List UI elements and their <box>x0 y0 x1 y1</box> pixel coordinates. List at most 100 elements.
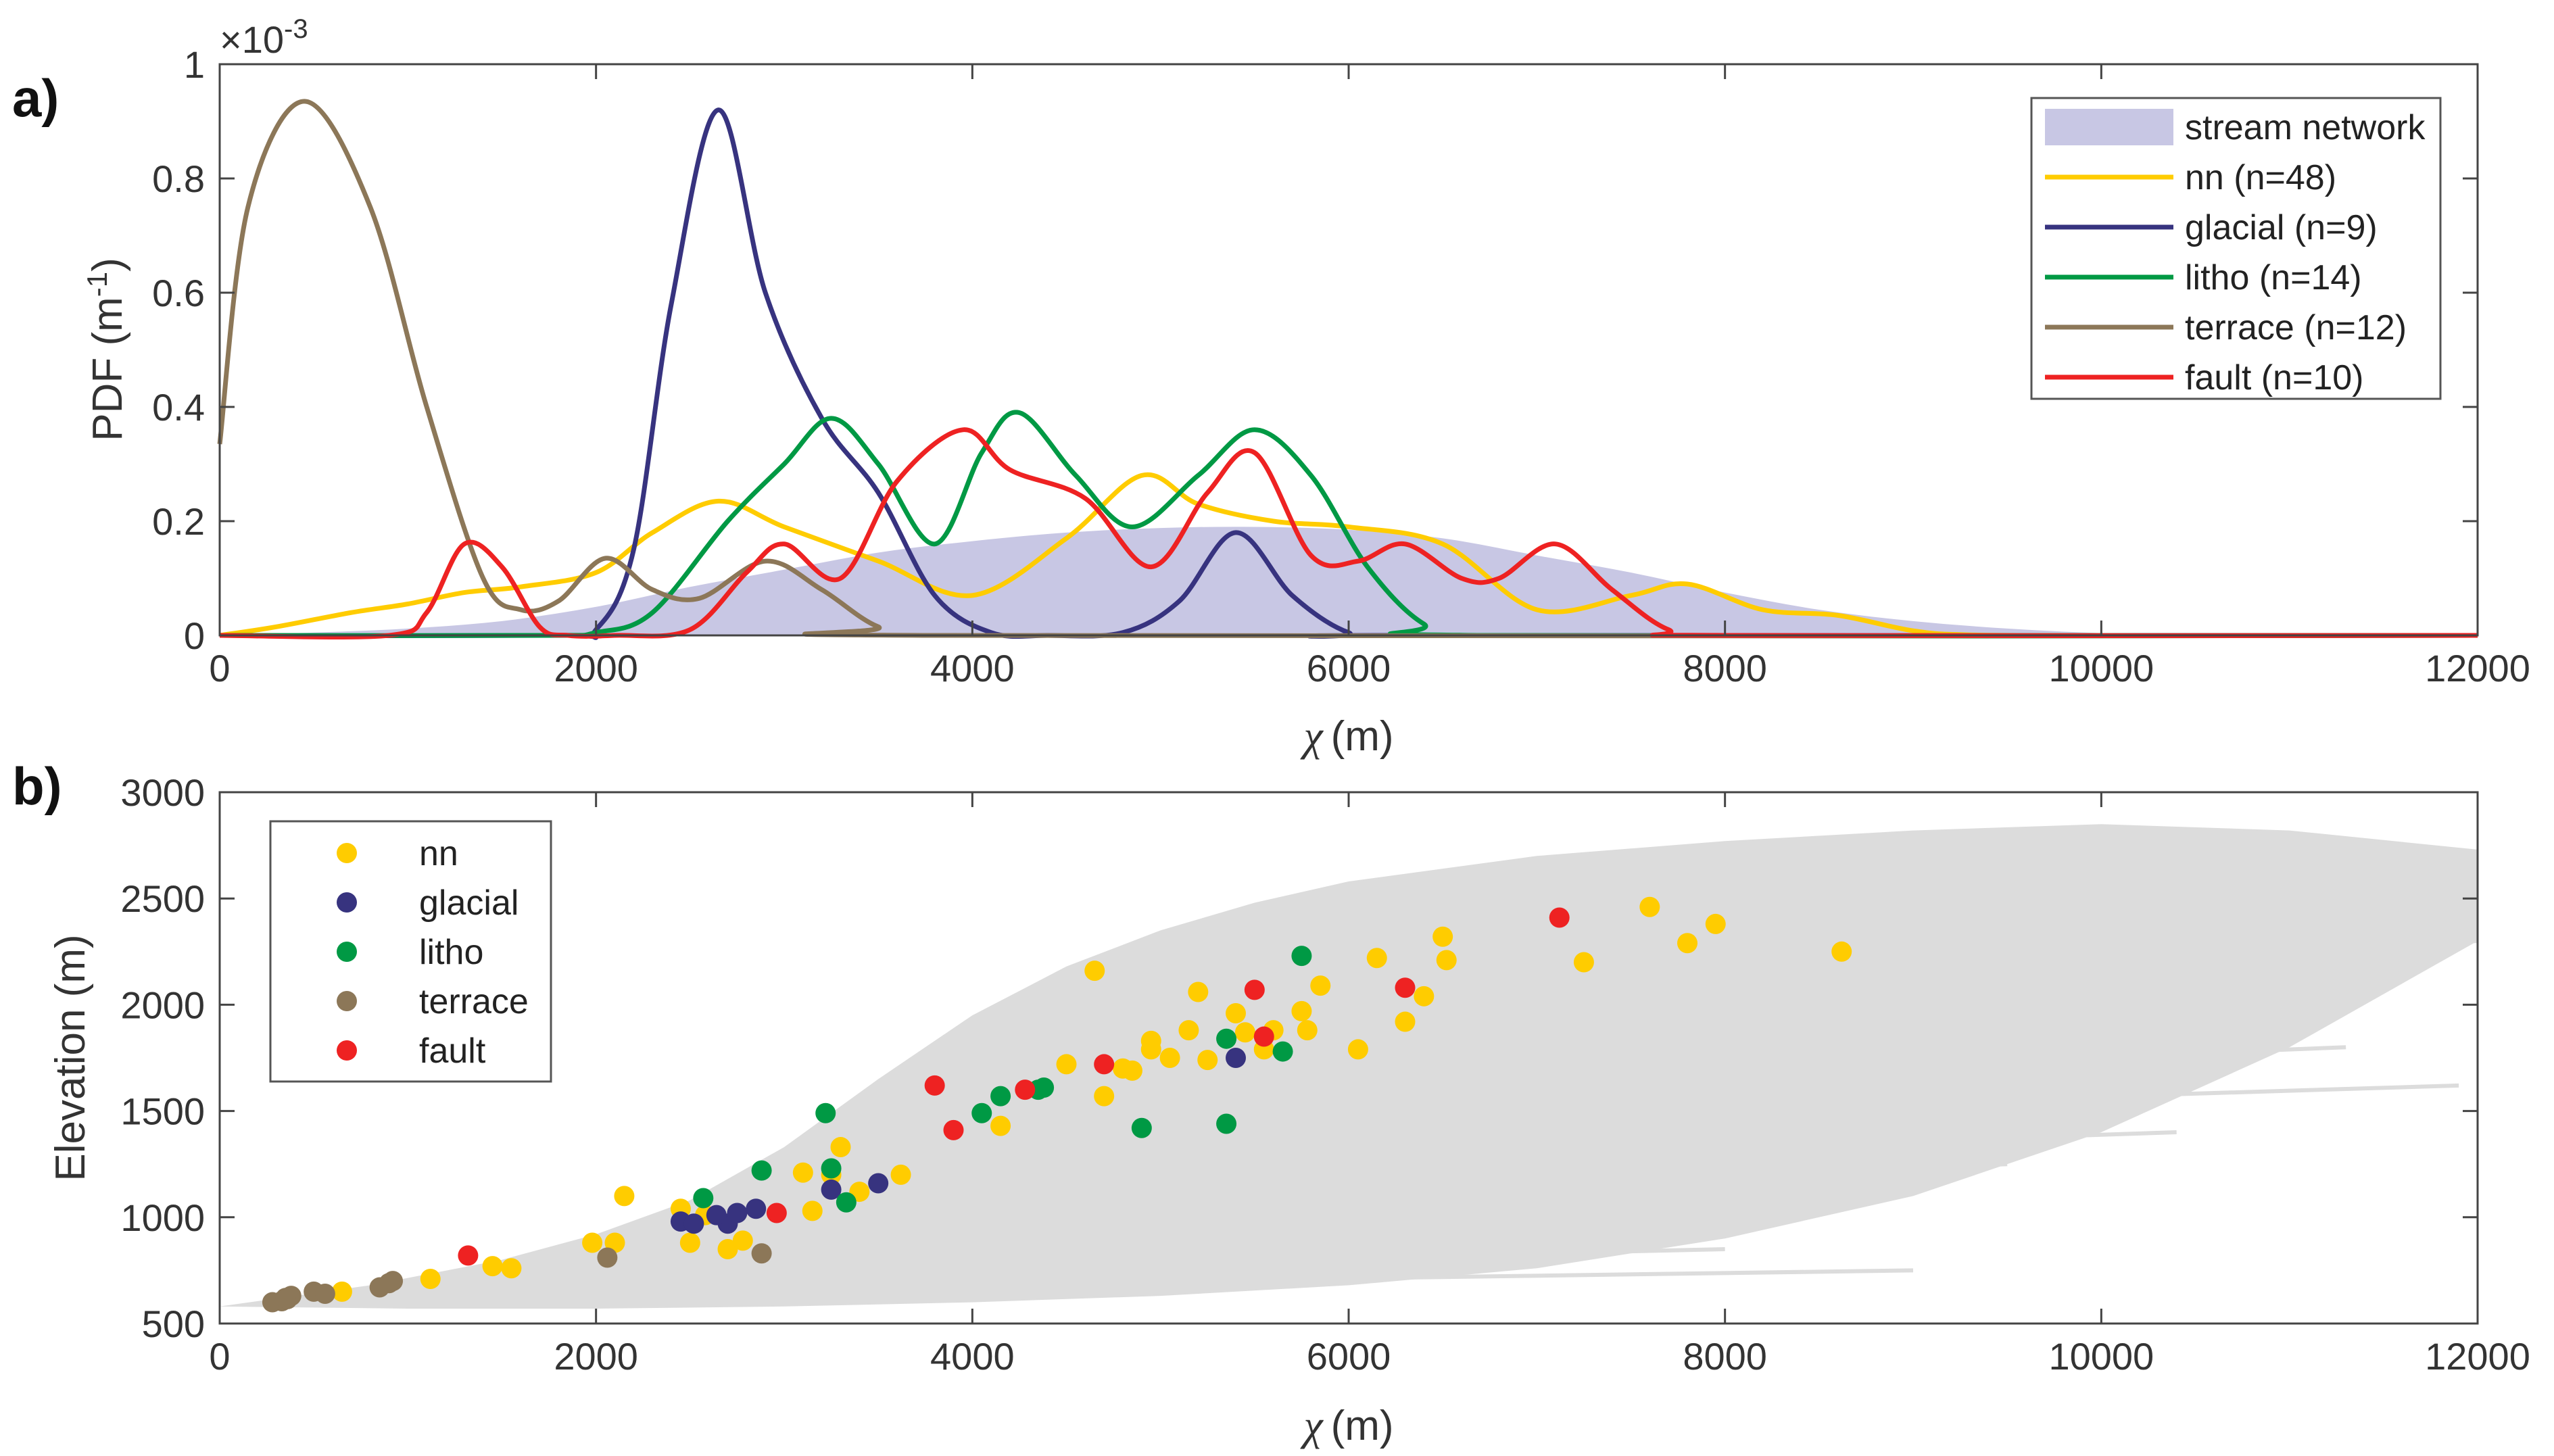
y-tick-label: 3000 <box>120 771 205 814</box>
glacial-point <box>821 1179 842 1200</box>
fault-point <box>924 1075 945 1096</box>
x-tick-label: 10000 <box>2048 1335 2154 1378</box>
panel-a-y-axis-sup: -1 <box>81 272 113 297</box>
litho-legend-label: litho <box>419 933 483 972</box>
stream-profile-strand <box>1725 850 2478 879</box>
glacial-point <box>868 1173 889 1194</box>
terrace-point <box>314 1283 335 1304</box>
panel-a-x-ticks: 0 2000 4000 6000 8000 10000 12000 <box>209 64 2530 689</box>
stream-profile-strand <box>1348 939 2478 986</box>
nn-point <box>1639 896 1660 917</box>
stream-profile-strand <box>1254 1246 1725 1262</box>
stream-profile-strand <box>1537 1045 2346 1082</box>
fault-pdf-line <box>219 427 2478 639</box>
nn-point <box>679 1232 700 1253</box>
nn-pdf-line <box>219 472 2478 638</box>
panel-b-legend-box <box>269 820 552 1083</box>
litho-point <box>815 1102 836 1123</box>
nn-point <box>1677 933 1697 954</box>
nn-point <box>1432 926 1453 947</box>
nn-point <box>420 1268 441 1289</box>
litho-point <box>1034 1077 1055 1098</box>
stream-profile-strand <box>1160 1268 1914 1284</box>
glacial-legend-label: glacial <box>419 883 519 923</box>
nn-point <box>582 1232 603 1253</box>
panel-a-x-axis-label: χ (m) <box>1299 712 1393 760</box>
glacial-legend-marker <box>337 892 357 913</box>
glacial-point <box>706 1205 727 1226</box>
nn-point <box>614 1186 635 1207</box>
x-tick-label: 6000 <box>1307 1335 1391 1378</box>
scatter-points <box>262 896 1852 1313</box>
nn-point <box>1226 1002 1246 1023</box>
litho-point <box>1216 1028 1237 1049</box>
nn-point <box>1366 948 1387 969</box>
litho-point <box>1272 1041 1293 1062</box>
stream-profile-strand <box>1631 1083 2459 1113</box>
nn-point <box>1705 913 1726 934</box>
stream-profile-strands <box>1160 850 2478 1284</box>
y-tick-label: 2500 <box>120 877 205 920</box>
panel-a-exponent-base: ×10 <box>220 18 284 61</box>
nn-legend-label: nn (n=48) <box>2185 158 2336 197</box>
x-tick-label: 0 <box>209 647 230 689</box>
panel-b-y-axis-label: Elevation (m) <box>47 934 94 1181</box>
y-tick-label: 500 <box>142 1303 205 1345</box>
nn-point <box>802 1200 823 1221</box>
litho-point <box>693 1188 714 1209</box>
nn-point <box>990 1115 1011 1136</box>
nn-point <box>1188 981 1209 1002</box>
fault-point <box>1015 1079 1036 1100</box>
stream-profile-strand <box>1348 1198 1876 1219</box>
litho-point <box>751 1160 772 1181</box>
glacial-point <box>727 1203 748 1223</box>
y-tick-label: 0.2 <box>152 500 205 543</box>
fault-point <box>1244 979 1265 1000</box>
panel-a-exponent-label: ×10-3 <box>220 14 308 61</box>
panel-a-x-axis-unit: (m) <box>1331 713 1394 760</box>
litho-point <box>971 1102 992 1123</box>
panel-a-y-axis-label: PDF (m-1) <box>81 258 131 441</box>
fault-point <box>1253 1026 1274 1047</box>
terrace-point <box>751 1243 772 1264</box>
x-tick-label: 4000 <box>930 647 1015 689</box>
panel-a-label: a) <box>12 68 59 128</box>
litho-point <box>836 1192 857 1213</box>
x-tick-label: 0 <box>209 1335 230 1378</box>
y-tick-label: 0 <box>184 614 205 657</box>
glacial-point <box>1226 1048 1246 1068</box>
fault-legend-label: fault (n=10) <box>2185 358 2364 397</box>
nn-point <box>1436 950 1457 971</box>
fault-legend-label: fault <box>419 1032 486 1071</box>
nn-legend-marker <box>337 843 357 863</box>
terrace-point <box>383 1271 404 1292</box>
glacial-point <box>746 1198 767 1219</box>
stream-legend-swatch <box>2045 109 2173 145</box>
stream-network-area <box>220 527 2478 635</box>
nn-point <box>1140 1030 1161 1051</box>
litho-point <box>1291 946 1312 967</box>
nn-point <box>1414 986 1435 1006</box>
panel-a-legend-items: stream network nn (n=48) glacial (n=9) lith… <box>2045 108 2426 397</box>
terrace-point <box>597 1247 618 1268</box>
x-tick-label: 8000 <box>1683 1335 1767 1378</box>
nn-point <box>331 1281 352 1302</box>
x-tick-label: 4000 <box>930 1335 1015 1378</box>
panel-a-legend: stream network nn (n=48) glacial (n=9) lith… <box>2030 97 2442 400</box>
y-tick-label: 0.6 <box>152 272 205 314</box>
nn-point <box>1159 1048 1180 1068</box>
nn-point <box>1347 1039 1368 1060</box>
fault-point <box>458 1245 479 1266</box>
glacial-legend-label: glacial (n=9) <box>2185 208 2378 247</box>
y-tick-label: 0.4 <box>152 386 205 429</box>
stream-profile-strand <box>1443 892 2478 922</box>
x-tick-label: 12000 <box>2425 1335 2530 1378</box>
x-tick-label: 2000 <box>554 647 638 689</box>
nn-point <box>1084 961 1105 981</box>
terrace-legend-label: terrace (n=12) <box>2185 308 2407 347</box>
nn-point <box>717 1238 738 1259</box>
x-tick-label: 6000 <box>1307 647 1391 689</box>
panel-a-y-axis-close: ) <box>85 258 131 272</box>
x-tick-label: 10000 <box>2048 647 2154 689</box>
nn-point <box>501 1258 522 1279</box>
